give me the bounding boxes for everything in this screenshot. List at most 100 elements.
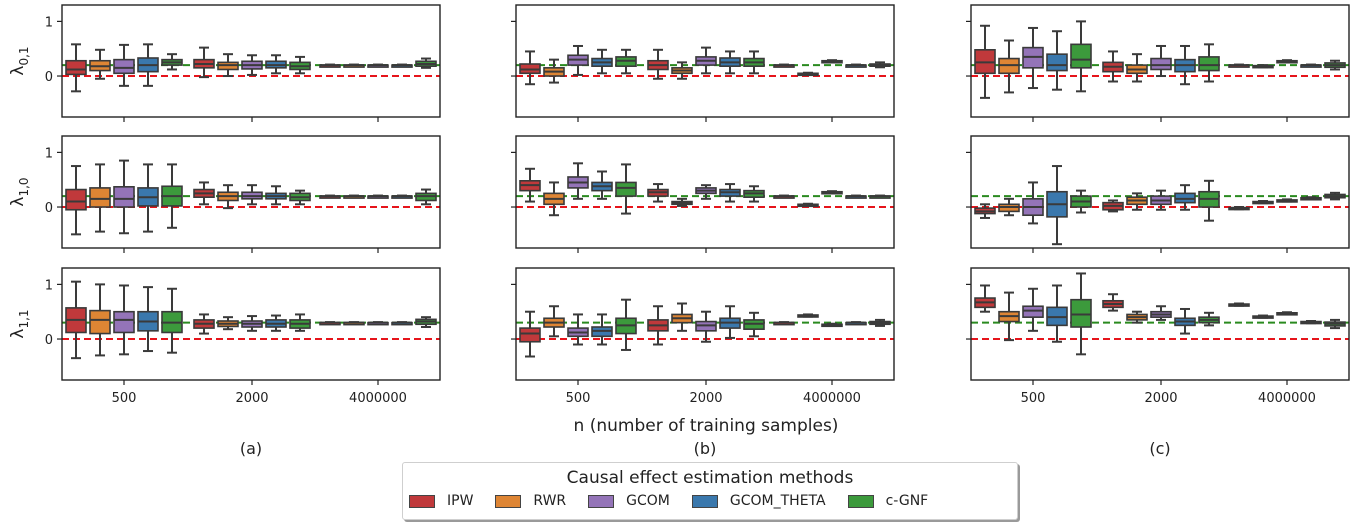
legend-swatch-ipw — [409, 494, 435, 508]
y-tick-label: 0 — [45, 333, 53, 348]
box-rwr — [89, 283, 111, 357]
box-c-gnf — [289, 313, 311, 332]
box-gcom-theta — [265, 314, 287, 332]
box-rwr — [1252, 200, 1274, 205]
box-ipw — [773, 194, 795, 199]
box-gcom — [367, 63, 389, 68]
y-axis-label-symbol: λ — [8, 329, 28, 339]
box-c-gnf — [1070, 189, 1092, 214]
box-rwr — [797, 202, 819, 208]
box-c-gnf — [415, 316, 437, 329]
box-gcom — [241, 315, 263, 332]
box-rwr — [797, 313, 819, 318]
box-body — [89, 187, 111, 208]
plot-frame — [515, 135, 895, 249]
box-c-gnf — [1070, 272, 1092, 356]
legend-swatch-gcom-theta — [691, 494, 718, 508]
box-gcom — [1150, 305, 1172, 321]
box-body — [1046, 53, 1068, 72]
legend-swatch-c-gnf — [847, 494, 874, 508]
subplot-2-3: 500 2000 4000000 — [511, 267, 895, 406]
box-ipw — [319, 321, 341, 326]
box-gcom-theta — [845, 194, 867, 199]
box-ipw — [974, 203, 996, 219]
plot-frame — [515, 4, 895, 118]
box-gcom-theta — [719, 183, 741, 203]
box-body — [1070, 43, 1092, 69]
box-ipw — [773, 63, 795, 68]
box-rwr — [217, 184, 239, 210]
x-tick-label: 2000 — [689, 391, 722, 406]
box-body — [89, 309, 111, 335]
box-gcom — [1022, 26, 1044, 90]
box-ipw — [1228, 206, 1250, 211]
box-ipw — [193, 46, 215, 79]
box-gcom-theta — [391, 194, 413, 199]
legend-swatch-gcom — [588, 494, 615, 508]
box-rwr — [671, 61, 693, 80]
subplot-3-2 — [966, 135, 1350, 253]
box-rwr — [217, 316, 239, 331]
box-gcom-theta — [719, 50, 741, 75]
box-c-gnf — [743, 50, 765, 75]
box-body — [113, 58, 135, 75]
box-gcom-theta — [137, 43, 159, 87]
y-axis-label-symbol: λ — [8, 197, 28, 207]
box-gcom — [821, 322, 843, 328]
subplot-1-1: 1 0 λ0,1 — [8, 4, 441, 122]
box-gcom — [695, 310, 717, 343]
box-rwr — [343, 321, 365, 326]
box-c-gnf — [615, 298, 637, 351]
box-rwr — [1126, 310, 1148, 324]
legend-item-rwr: RWR — [495, 493, 566, 509]
box-rwr — [343, 63, 365, 68]
box-gcom — [1276, 311, 1298, 316]
box-gcom — [1150, 189, 1172, 211]
box-ipw — [647, 305, 669, 346]
box-rwr — [543, 58, 565, 84]
box-gcom — [241, 184, 263, 206]
legend-label-gcom-theta: GCOM_THETA — [729, 493, 826, 509]
plot-frame — [970, 135, 1350, 249]
box-gcom-theta — [1046, 30, 1068, 91]
box-ipw — [65, 280, 87, 360]
box-rwr — [217, 53, 239, 78]
y-tick-label: 0 — [45, 70, 53, 85]
box-rwr — [343, 194, 365, 199]
box-gcom-theta — [137, 286, 159, 353]
box-c-gnf — [1324, 191, 1346, 201]
y-axis-label-symbol: λ — [8, 66, 28, 76]
plot-frame — [61, 135, 441, 249]
box-ipw — [1228, 302, 1250, 307]
box-gcom-theta — [265, 185, 287, 206]
box-ipw — [1102, 50, 1124, 83]
box-gcom-theta — [845, 63, 867, 68]
x-tick-label: 2000 — [1144, 391, 1177, 406]
legend-label-ipw: IPW — [447, 493, 474, 509]
subplot-1-3: 1 0 λ1,1 500 2000 4000000 — [8, 267, 441, 406]
x-tick-label: 500 — [1021, 391, 1046, 406]
box-gcom-theta — [591, 48, 613, 75]
box-ipw — [647, 183, 669, 203]
box-rwr — [671, 302, 693, 332]
x-tick-label: 4000000 — [1258, 391, 1316, 406]
box-c-gnf — [1198, 43, 1220, 83]
subplot-3-1 — [966, 4, 1350, 122]
box-body — [1022, 305, 1044, 318]
box-gcom — [821, 59, 843, 64]
box-gcom-theta — [591, 170, 613, 200]
box-c-gnf — [161, 53, 183, 71]
box-gcom-theta — [1174, 44, 1196, 86]
box-ipw — [193, 181, 215, 206]
plot-frame — [970, 267, 1350, 381]
box-gcom — [821, 190, 843, 195]
box-c-gnf — [1070, 20, 1092, 93]
legend-item-gcom: GCOM — [588, 493, 670, 509]
box-gcom — [567, 313, 589, 346]
box-rwr — [998, 197, 1020, 217]
box-body — [65, 188, 87, 211]
box-rwr — [998, 291, 1020, 342]
box-body — [519, 327, 541, 343]
box-c-gnf — [161, 287, 183, 354]
